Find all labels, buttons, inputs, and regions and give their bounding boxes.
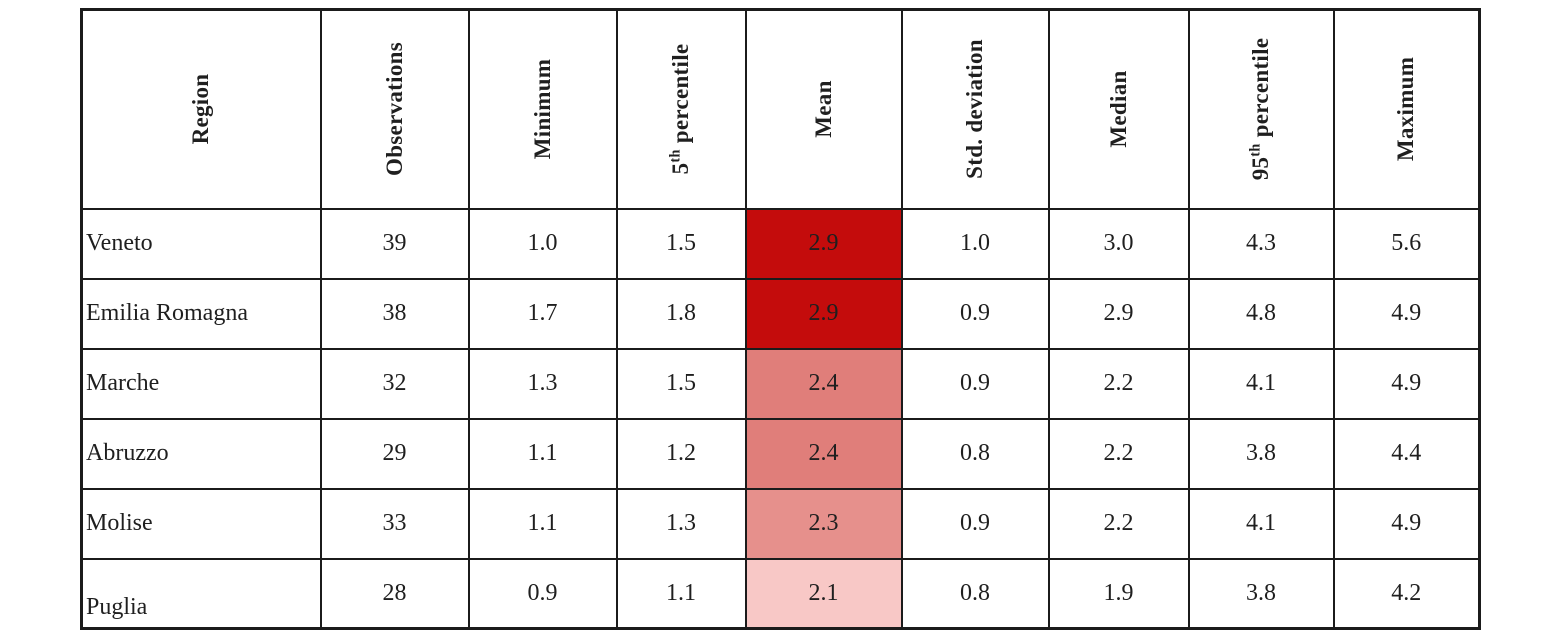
cell-region: Molise <box>80 487 322 560</box>
column-header-95th-percentile: 95th percentile <box>1187 8 1335 210</box>
cell-region: Marche <box>80 347 322 420</box>
cell-median: 2.2 <box>1047 417 1190 490</box>
column-header-observations: Observations <box>319 8 470 210</box>
cell-95th-percentile: 4.1 <box>1187 347 1335 420</box>
cell-mean-heatmap: 2.9 <box>744 207 903 280</box>
cell-observations: 39 <box>319 207 470 280</box>
cell-std-deviation: 1.0 <box>900 207 1050 280</box>
cell-median: 2.9 <box>1047 277 1190 350</box>
cell-5th-percentile: 1.3 <box>615 487 747 560</box>
cell-std-deviation: 0.9 <box>900 277 1050 350</box>
cell-maximum: 4.9 <box>1332 487 1481 560</box>
cell-region: Veneto <box>80 207 322 280</box>
cell-5th-percentile: 1.5 <box>615 207 747 280</box>
cell-median: 1.9 <box>1047 557 1190 630</box>
table-row: Molise 33 1.1 1.3 2.3 0.9 2.2 4.1 4.9 <box>80 487 1481 560</box>
table-row: Puglia 28 0.9 1.1 2.1 0.8 1.9 3.8 4.2 <box>80 557 1481 630</box>
table-row: Veneto 39 1.0 1.5 2.9 1.0 3.0 4.3 5.6 <box>80 207 1481 280</box>
table-row: Abruzzo 29 1.1 1.2 2.4 0.8 2.2 3.8 4.4 <box>80 417 1481 490</box>
cell-maximum: 4.4 <box>1332 417 1481 490</box>
column-header-maximum: Maximum <box>1332 8 1481 210</box>
cell-mean-heatmap: 2.4 <box>744 347 903 420</box>
cell-maximum: 5.6 <box>1332 207 1481 280</box>
cell-95th-percentile: 3.8 <box>1187 557 1335 630</box>
cell-mean-heatmap: 2.3 <box>744 487 903 560</box>
cell-region: Puglia <box>80 557 322 630</box>
cell-region: Abruzzo <box>80 417 322 490</box>
region-statistics-table: Region Observations Minimum 5th percenti… <box>80 8 1481 630</box>
header-row: Region Observations Minimum 5th percenti… <box>80 8 1481 210</box>
cell-5th-percentile: 1.5 <box>615 347 747 420</box>
cell-region: Emilia Romagna <box>80 277 322 350</box>
column-header-5th-percentile: 5th percentile <box>615 8 747 210</box>
column-header-median: Median <box>1047 8 1190 210</box>
cell-5th-percentile: 1.2 <box>615 417 747 490</box>
cell-median: 2.2 <box>1047 347 1190 420</box>
cell-observations: 32 <box>319 347 470 420</box>
table-row: Marche 32 1.3 1.5 2.4 0.9 2.2 4.1 4.9 <box>80 347 1481 420</box>
cell-95th-percentile: 4.8 <box>1187 277 1335 350</box>
cell-std-deviation: 0.8 <box>900 557 1050 630</box>
cell-5th-percentile: 1.1 <box>615 557 747 630</box>
cell-maximum: 4.2 <box>1332 557 1481 630</box>
cell-std-deviation: 0.9 <box>900 347 1050 420</box>
cell-std-deviation: 0.8 <box>900 417 1050 490</box>
column-header-minimum: Minimum <box>467 8 618 210</box>
cell-minimum: 0.9 <box>467 557 618 630</box>
table-row: Emilia Romagna 38 1.7 1.8 2.9 0.9 2.9 4.… <box>80 277 1481 350</box>
column-header-mean: Mean <box>744 8 903 210</box>
cell-maximum: 4.9 <box>1332 347 1481 420</box>
cell-std-deviation: 0.9 <box>900 487 1050 560</box>
cell-median: 3.0 <box>1047 207 1190 280</box>
cell-observations: 28 <box>319 557 470 630</box>
cell-mean-heatmap: 2.1 <box>744 557 903 630</box>
cell-median: 2.2 <box>1047 487 1190 560</box>
column-header-region: Region <box>80 8 322 210</box>
cell-95th-percentile: 3.8 <box>1187 417 1335 490</box>
cell-minimum: 1.0 <box>467 207 618 280</box>
cell-5th-percentile: 1.8 <box>615 277 747 350</box>
cell-minimum: 1.7 <box>467 277 618 350</box>
cell-95th-percentile: 4.1 <box>1187 487 1335 560</box>
cell-minimum: 1.1 <box>467 487 618 560</box>
cell-mean-heatmap: 2.4 <box>744 417 903 490</box>
cell-minimum: 1.1 <box>467 417 618 490</box>
column-header-std-deviation: Std. deviation <box>900 8 1050 210</box>
cell-observations: 38 <box>319 277 470 350</box>
cell-mean-heatmap: 2.9 <box>744 277 903 350</box>
cell-observations: 29 <box>319 417 470 490</box>
cell-minimum: 1.3 <box>467 347 618 420</box>
cell-observations: 33 <box>319 487 470 560</box>
cell-maximum: 4.9 <box>1332 277 1481 350</box>
cell-95th-percentile: 4.3 <box>1187 207 1335 280</box>
